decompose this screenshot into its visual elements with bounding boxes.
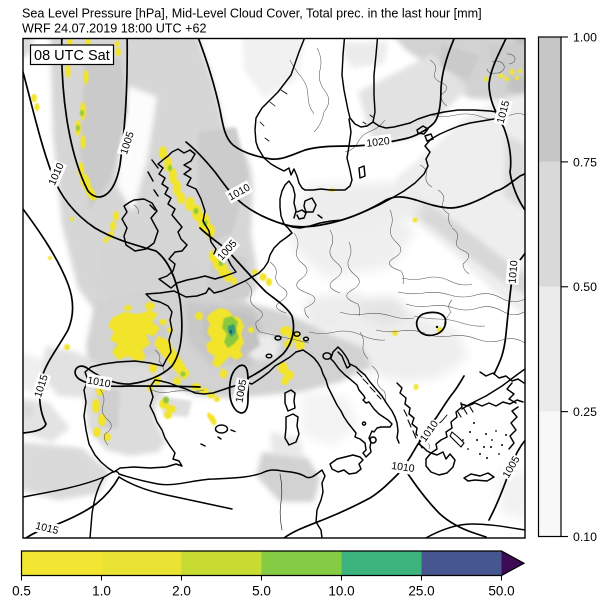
svg-text:0.5: 0.5 [12,584,31,599]
svg-text:1.00: 1.00 [573,30,597,44]
svg-text:25.0: 25.0 [408,584,434,599]
svg-text:2.0: 2.0 [172,584,191,599]
svg-text:1.0: 1.0 [92,584,111,599]
svg-text:10.0: 10.0 [328,584,354,599]
svg-text:Sea Level Pressure [hPa], Mid-: Sea Level Pressure [hPa], Mid-Level Clou… [22,7,482,21]
svg-text:5.0: 5.0 [252,584,271,599]
svg-text:08 UTC Sat: 08 UTC Sat [34,48,110,64]
svg-text:1010: 1010 [507,260,521,284]
svg-text:1015: 1015 [34,520,60,537]
svg-text:0.25: 0.25 [573,405,597,419]
svg-text:1010: 1010 [391,460,416,475]
svg-text:50.0: 50.0 [488,584,514,599]
svg-text:0.75: 0.75 [573,155,597,169]
svg-text:1015: 1015 [495,99,513,125]
svg-text:WRF 24.07.2019 18:00 UTC +62: WRF 24.07.2019 18:00 UTC +62 [22,21,206,35]
svg-text:0.50: 0.50 [573,280,597,294]
svg-text:0.10: 0.10 [573,530,597,544]
svg-text:1020: 1020 [366,135,391,150]
svg-text:1010: 1010 [86,375,111,391]
svg-text:1005: 1005 [234,378,250,403]
